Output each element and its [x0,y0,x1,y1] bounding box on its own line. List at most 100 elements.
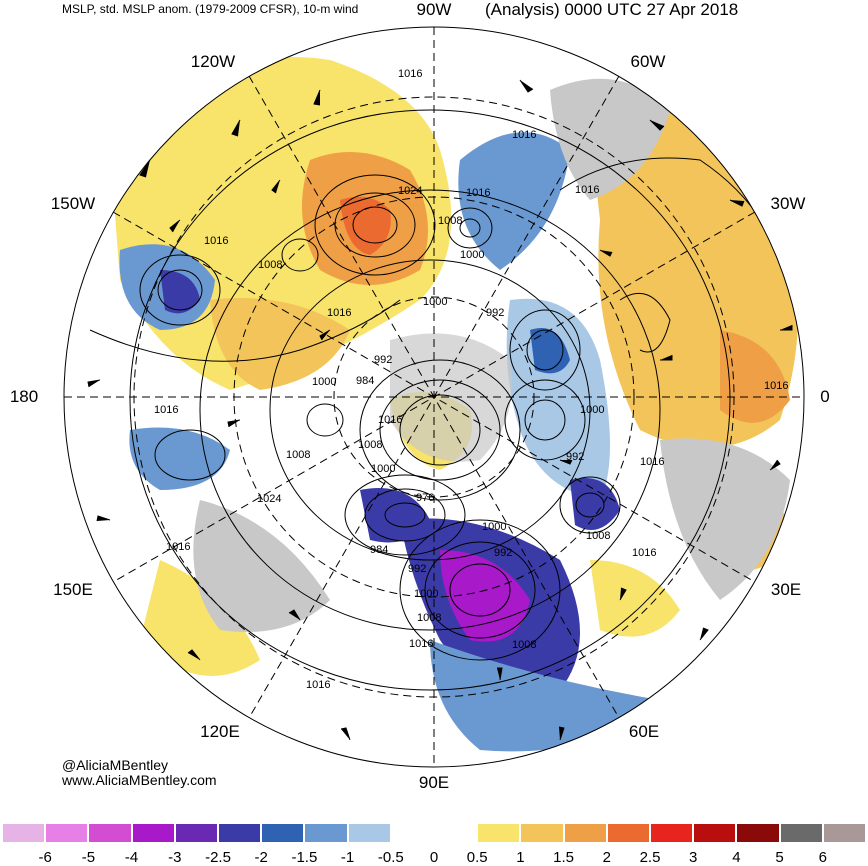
colorbar-swatch [779,823,823,843]
lon-label-90e: 90E [418,773,450,792]
colorbar-swatch [390,823,435,843]
pressure-label: 1008 [417,612,441,624]
anomaly-field [64,27,804,767]
pressure-label: 976 [416,492,434,504]
colorbar-tick-label: -5 [81,849,96,866]
pressure-label: 1016 [575,184,599,196]
pressure-label: 1000 [371,463,395,475]
anomaly-negative-se [570,478,620,530]
pressure-label: 1016 [512,129,536,141]
colorbar-tick-label: 5 [775,849,784,866]
pressure-label: 1016 [306,679,330,691]
colorbar-tick-label: -3 [168,849,182,866]
anomaly-positive-west [210,298,350,390]
pressure-label: 1016 [204,235,228,247]
colorbar-tick-label: 0.5 [466,849,488,866]
lon-label-90w: 90W [416,0,452,19]
pressure-label: 1016 [398,68,422,80]
pressure-label: 984 [356,375,374,387]
colorbar-swatch [88,823,132,843]
pressure-label: 984 [370,544,388,556]
colorbar-tick-label: -4 [124,849,139,866]
credit-website: www.AliciaMBentley.com [62,772,217,788]
colorbar-tick-label: -0.5 [377,849,404,866]
colorbar-swatch [304,823,348,843]
pressure-label: 992 [374,354,392,366]
lon-label-30w: 30W [770,194,806,213]
colorbar-tick-label: -1 [340,849,355,866]
colorbar-swatch [822,823,867,843]
anomaly-negative-w-core [160,270,200,314]
pressure-labels: 1016 1016 1016 1016 1024 1016 1008 1000 … [154,68,788,691]
colorbar-swatch [563,823,607,843]
colorbar-swatches [2,823,867,845]
colorbar-swatch [477,823,521,843]
colorbar: -6 -5 -4 -3 -2.5 -2 -1.5 -1 -0.5 0 0.5 1 1.5 2 2.5 3 4 5 6 [0,823,868,866]
map-subtitle: MSLP, std. MSLP anom. (1979-2009 CFSR), … [62,2,359,16]
colorbar-tick-label: 3 [689,849,698,866]
land-europe [660,438,790,600]
pressure-label: 1000 [580,404,604,416]
colorbar-tick-label: 1.5 [553,849,575,866]
anomaly-negative-s-outer [430,640,660,752]
pressure-label: 1024 [398,185,422,197]
pressure-label: 1008 [512,639,536,651]
pressure-label: 1008 [438,215,462,227]
pressure-label: 1024 [257,493,281,505]
colorbar-tick-label: 1 [516,849,525,866]
lon-label-30e: 30E [770,580,802,599]
colorbar-swatch [650,823,694,843]
wind-barbs [87,79,793,741]
pressure-label: 992 [486,307,504,319]
colorbar-tick-label: 2.5 [639,849,661,866]
colorbar-swatch [218,823,262,843]
pressure-label: 1008 [586,530,610,542]
pressure-label: 1008 [358,439,382,451]
colorbar-tick-label: 0 [429,849,439,866]
anomaly-negative-s-core [440,550,530,642]
pressure-label: 992 [408,563,426,575]
map-title: (Analysis) 0000 UTC 27 Apr 2018 [485,0,739,19]
pressure-label: 1000 [423,296,447,308]
pressure-label: 1016 [327,307,351,319]
anomaly-negative-ne [458,132,570,270]
colorbar-tick-label: 2 [602,849,611,866]
colorbar-swatch [131,823,175,843]
land-asia [193,500,330,632]
lon-label-180: 180 [9,387,39,406]
pressure-label: 1008 [258,259,282,271]
pressure-label: 1000 [414,588,438,600]
colorbar-swatch [174,823,219,843]
lon-label-60e: 60E [628,722,660,741]
pressure-label: 1016 [378,414,402,426]
colorbar-swatch [606,823,651,843]
lon-label-60w: 60W [630,52,666,71]
pressure-label: 1000 [460,249,484,261]
lon-label-120e: 120E [200,722,240,741]
lon-label-150w: 150W [50,194,96,213]
land-greenland [550,78,670,200]
colorbar-swatch [520,823,564,843]
pressure-label: 1016 [466,187,490,199]
colorbar-tick-label: 6 [818,849,827,866]
pressure-label: 1016 [640,456,664,468]
colorbar-tick-label: -2 [254,849,268,866]
isobars [89,109,781,691]
pressure-label: 1008 [286,449,310,461]
pressure-label: 1016 [154,404,178,416]
pressure-label: 1016 [166,541,190,553]
credit-handle: @AliciaMBentley [62,757,169,773]
pressure-label: 1016 [632,547,656,559]
colorbar-tick-label: -2.5 [205,849,231,866]
colorbar-swatch [45,823,89,843]
pressure-label: 1016 [409,638,433,650]
colorbar-tick-label: -1.5 [291,849,318,866]
pressure-label: 1000 [312,376,336,388]
pressure-label: 1016 [764,380,788,392]
colorbar-swatch [434,823,478,843]
anomaly-positive-nw-max [340,196,391,255]
colorbar-swatch [2,823,46,843]
lon-label-150e: 150E [53,580,93,599]
anomaly-positive-ne-core [720,330,790,423]
